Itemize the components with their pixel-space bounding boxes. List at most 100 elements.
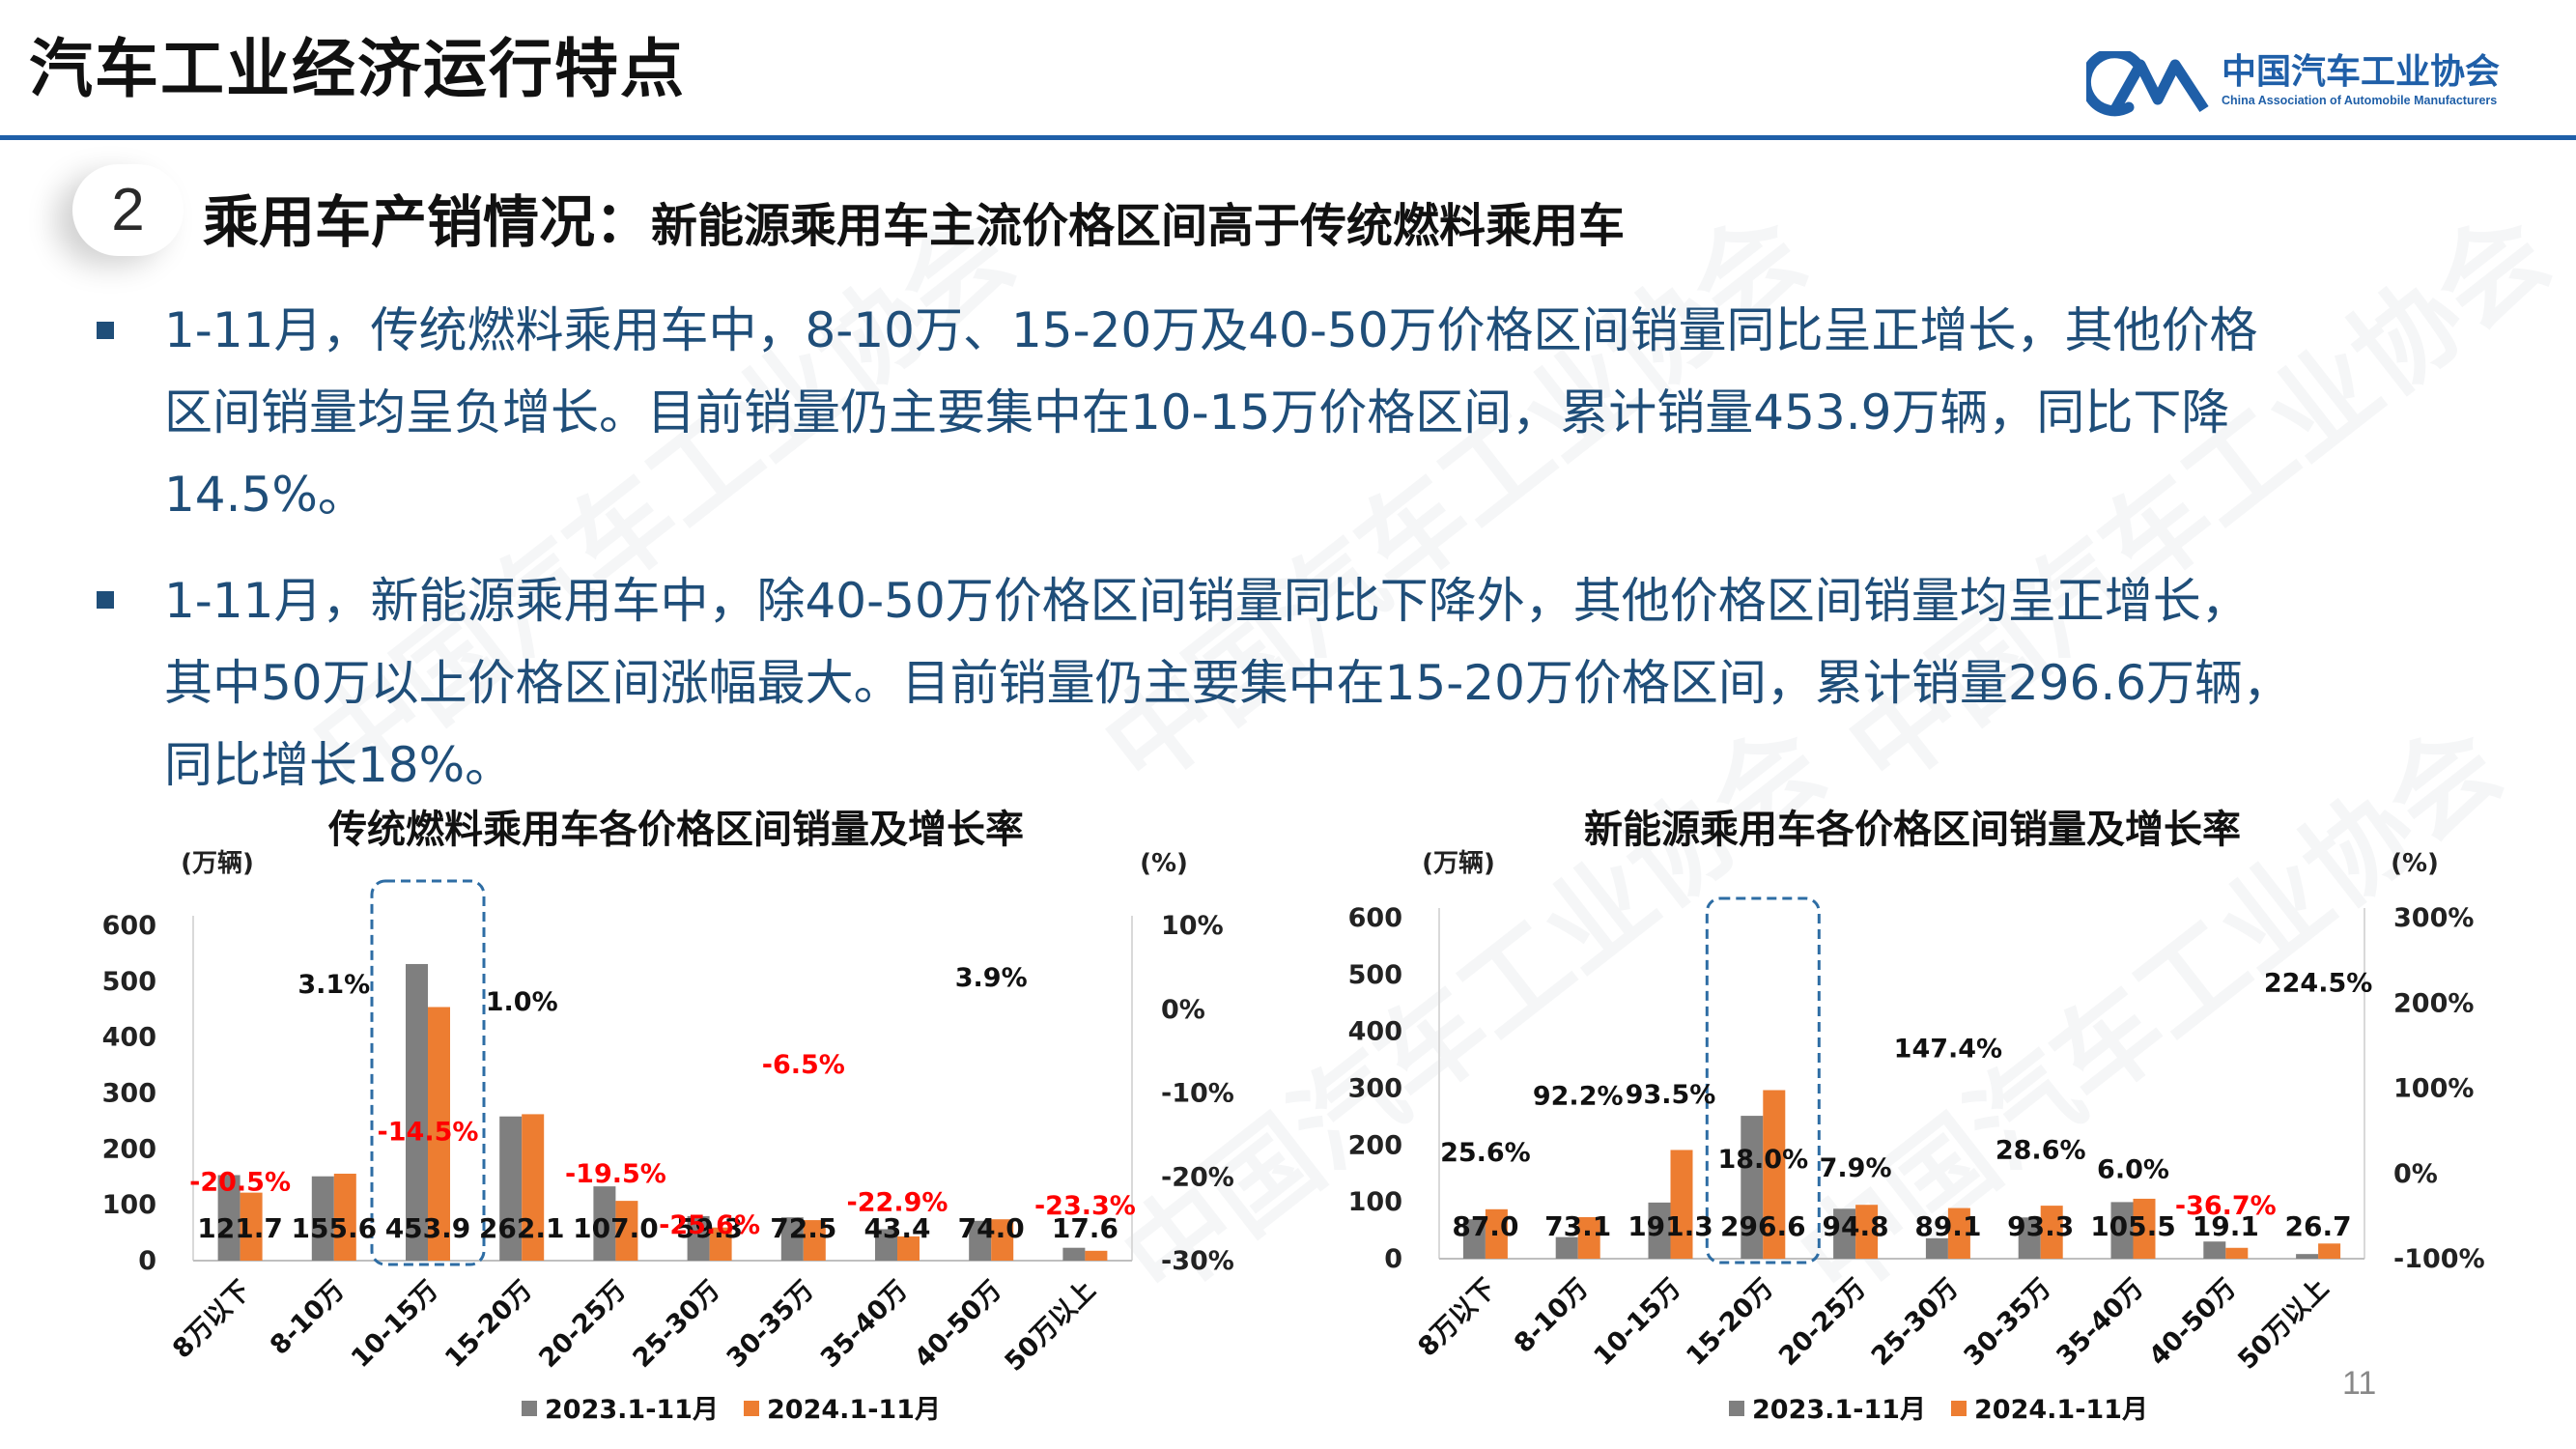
growth-rate-label: 92.2% — [1533, 1081, 1624, 1111]
growth-rate-label: 6.0% — [2097, 1154, 2169, 1184]
x-tick-label: 20-25万 — [533, 1275, 632, 1374]
bar-value-label: 155.6 — [292, 1212, 378, 1244]
y-tick-label: 200 — [1348, 1130, 1402, 1160]
bar-2024 — [709, 1227, 732, 1261]
x-tick-label: 10-15万 — [346, 1275, 444, 1374]
bar-value-label: 453.9 — [385, 1212, 471, 1244]
y-tick-label: 600 — [1348, 903, 1402, 933]
x-tick-label: 15-20万 — [1681, 1273, 1779, 1372]
y2-tick-label: 300% — [2393, 903, 2474, 933]
bar-value-label: 105.5 — [2090, 1210, 2176, 1242]
bar-2023 — [2203, 1241, 2226, 1259]
x-tick-label: 30-35万 — [722, 1275, 820, 1374]
bar-2024 — [428, 1007, 450, 1261]
bar-2024 — [240, 1192, 263, 1261]
bar-2024 — [1763, 1090, 1786, 1259]
growth-rate-label: 18.0% — [1717, 1145, 1808, 1175]
y2-axis-unit: (%) — [1140, 849, 1188, 878]
chart-title: 新能源乘用车各价格区间销量及增长率 — [1584, 808, 2241, 852]
growth-rate-label: -25.6% — [659, 1210, 760, 1240]
chart-traditional-fuel: 传统燃料乘用车各价格区间销量及增长率 (万辆) (%) 0 100 200 300 400 50… — [102, 808, 1234, 1425]
x-tick-label: 8-10万 — [265, 1275, 351, 1361]
bar-value-label: 43.4 — [863, 1212, 930, 1244]
bar-2023 — [2296, 1254, 2319, 1259]
slide-title: 汽车工业经济运行特点 — [29, 32, 686, 106]
paragraph-line: 区间销量均呈负增长。目前销量仍主要集中在10-15万价格区间，累计销量453.9… — [164, 384, 2230, 440]
x-tick-label: 25-30万 — [1866, 1273, 1965, 1372]
bar-2023 — [311, 1176, 334, 1261]
bar-2024 — [1947, 1208, 1970, 1259]
bar-value-label: 93.3 — [2007, 1210, 2074, 1242]
section-title-sub: 新能源乘用车主流价格区间高于传统燃料乘用车 — [651, 199, 1626, 253]
x-tick-label: 25-30万 — [627, 1275, 725, 1374]
bar-2023 — [2018, 1217, 2041, 1259]
section-title-main: 乘用车产销情况： — [203, 189, 652, 255]
bar-2024 — [1485, 1208, 1508, 1259]
growth-rate-label: -23.3% — [1034, 1191, 1136, 1221]
logo-en-text: China Association of Automobile Manufact… — [2222, 94, 2498, 107]
paragraph-1: 1-11月，传统燃料乘用车中，8-10万、15-20万及40-50万价格区间销量… — [164, 290, 2531, 536]
bar-2023 — [780, 1217, 804, 1261]
bar-2023 — [2110, 1202, 2134, 1259]
page-number: 11 — [2342, 1365, 2377, 1402]
bar-2023 — [969, 1220, 992, 1261]
bar-2024 — [803, 1220, 826, 1261]
section-number-badge: 2 — [72, 164, 184, 256]
growth-rate-label: -20.5% — [189, 1168, 291, 1198]
growth-rate-label: 25.6% — [1440, 1138, 1531, 1168]
y-tick-label: 500 — [1348, 960, 1402, 990]
bar-2024 — [2040, 1206, 2063, 1259]
bar-2023 — [1062, 1247, 1086, 1261]
growth-rate-label: -14.5% — [378, 1118, 479, 1148]
bar-value-label: 19.1 — [2193, 1210, 2259, 1242]
y2-tick-label: 0% — [1161, 995, 1205, 1025]
bar-value-label: 17.6 — [1052, 1212, 1118, 1244]
bar-2023 — [1925, 1237, 1948, 1259]
bar-value-label: 72.5 — [770, 1212, 836, 1244]
y-tick-label: 300 — [102, 1079, 156, 1109]
bullet-square-icon — [97, 322, 114, 339]
cam-logo-icon — [2086, 51, 2209, 117]
bar-value-label: 262.1 — [479, 1212, 565, 1244]
x-tick-label: 30-35万 — [1959, 1273, 2057, 1372]
bar-value-label: 87.0 — [1452, 1210, 1518, 1242]
growth-rate-label: -36.7% — [2175, 1191, 2277, 1221]
legend-swatch-2023 — [522, 1401, 537, 1416]
bar-2023 — [875, 1229, 897, 1261]
bar-2024 — [615, 1201, 638, 1261]
title-divider — [0, 135, 2576, 140]
y-axis-unit: (万辆) — [181, 849, 254, 878]
x-tick-label: 50万以上 — [1000, 1275, 1102, 1378]
x-tick-label: 35-40万 — [815, 1275, 914, 1374]
paragraph-line: 14.5%。 — [164, 467, 366, 523]
legend-label-2023: 2023.1-11月 — [545, 1395, 719, 1425]
growth-rate-label: -22.9% — [847, 1187, 948, 1217]
legend-swatch-2024 — [1951, 1401, 1967, 1416]
growth-rate-label: -19.5% — [565, 1159, 666, 1189]
bar-2023 — [1648, 1202, 1671, 1259]
bar-value-label: 26.7 — [2285, 1210, 2352, 1242]
section-heading: 乘用车产销情况：新能源乘用车主流价格区间高于传统燃料乘用车 — [203, 177, 1625, 258]
bar-2024 — [1855, 1205, 1879, 1259]
y-tick-label: 200 — [102, 1134, 156, 1164]
bar-2023 — [593, 1186, 616, 1261]
bar-2024 — [2225, 1247, 2249, 1259]
y2-axis-unit: (%) — [2391, 849, 2439, 878]
paragraph-line: 1-11月，传统燃料乘用车中，8-10万、15-20万及40-50万价格区间销量… — [164, 302, 2258, 358]
growth-rate-label: 1.0% — [486, 987, 558, 1017]
x-tick-label: 20-25万 — [1773, 1273, 1872, 1372]
bullet-square-icon — [97, 591, 114, 609]
x-tick-label: 40-50万 — [2143, 1273, 2242, 1372]
growth-rate-label: 224.5% — [2264, 969, 2372, 999]
bar-2024 — [1577, 1216, 1600, 1259]
x-tick-label: 8万以下 — [167, 1275, 256, 1364]
y2-tick-label: 0% — [2393, 1159, 2438, 1189]
paragraph-line: 其中50万以上价格区间涨幅最大。目前销量仍主要集中在15-20万价格区间，累计销… — [164, 655, 2292, 711]
y2-tick-label: -10% — [1161, 1079, 1234, 1109]
association-logo: 中国汽车工业协会 China Association of Automobile… — [2086, 43, 2540, 126]
growth-rate-label: 147.4% — [1894, 1035, 2002, 1065]
bar-2023 — [1833, 1208, 1856, 1259]
bar-2024 — [2318, 1243, 2341, 1259]
bar-2023 — [499, 1116, 523, 1261]
y-tick-label: 600 — [102, 911, 156, 941]
